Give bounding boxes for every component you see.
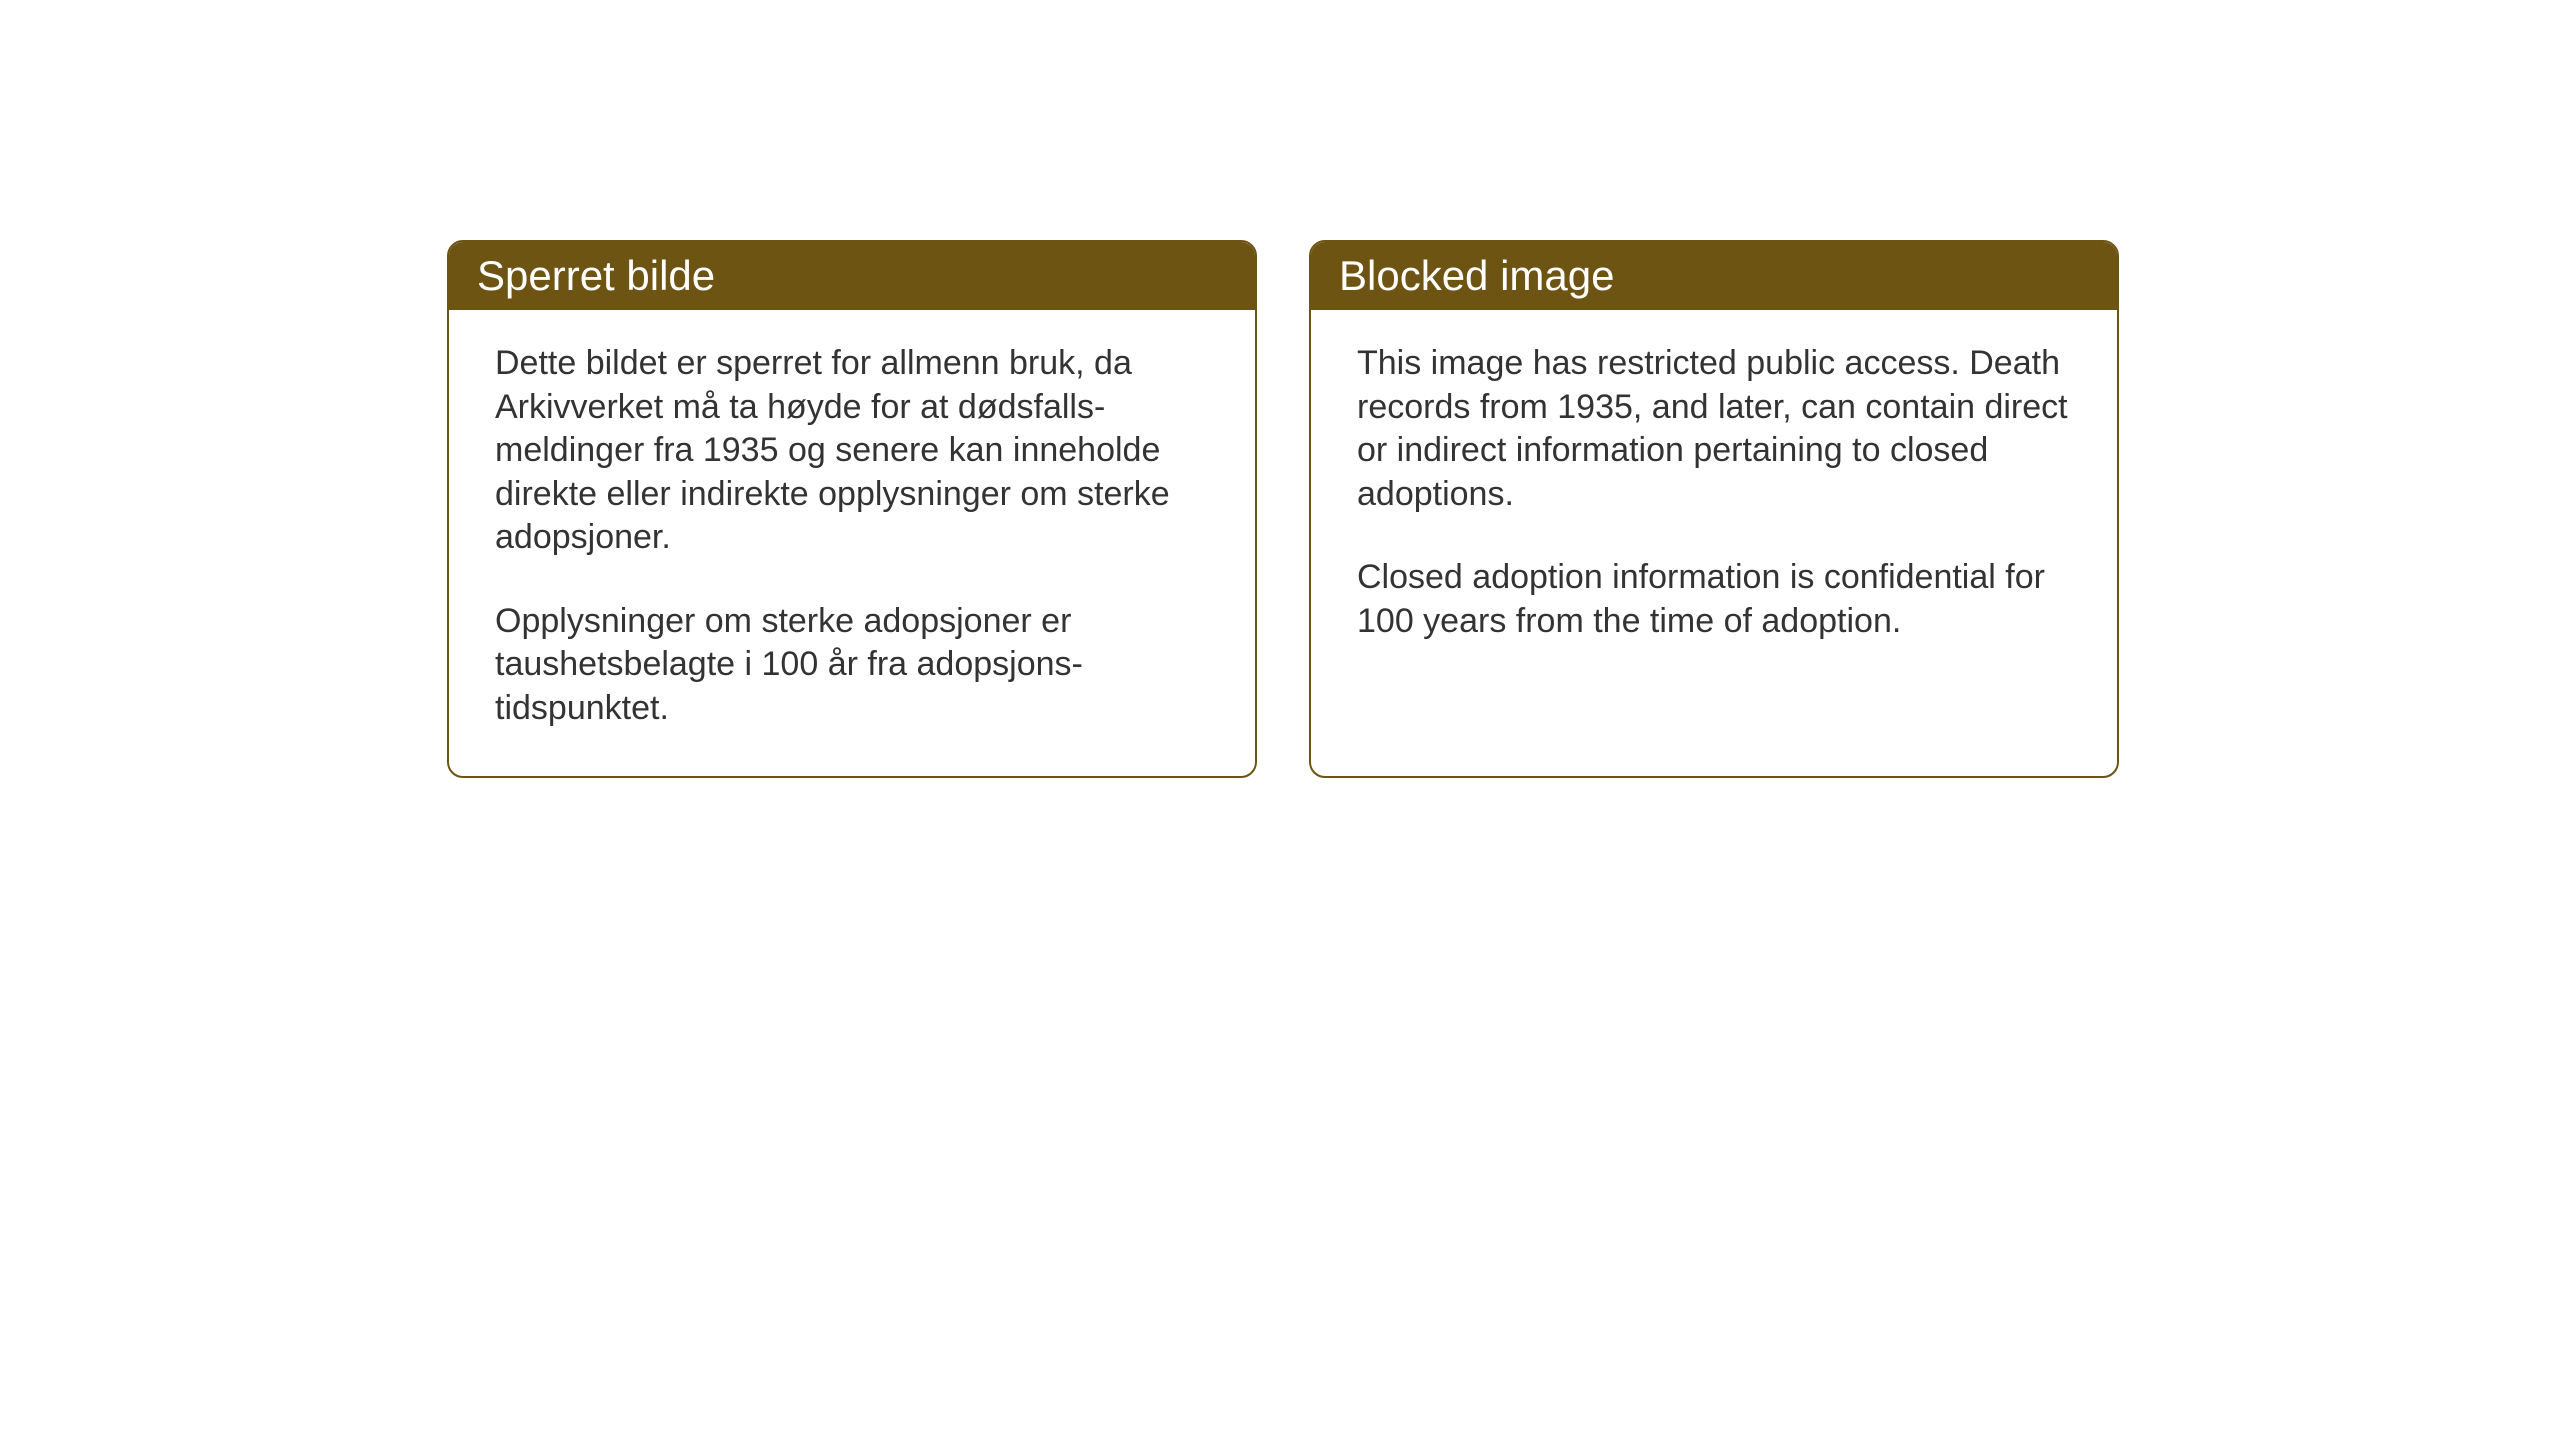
card-english-body: This image has restricted public access.… <box>1311 310 2117 689</box>
card-norwegian-paragraph-1: Dette bildet er sperret for allmenn bruk… <box>495 342 1209 560</box>
card-norwegian-body: Dette bildet er sperret for allmenn bruk… <box>449 310 1255 776</box>
card-english-paragraph-2: Closed adoption information is confident… <box>1357 556 2071 643</box>
card-norwegian-paragraph-2: Opplysninger om sterke adopsjoner er tau… <box>495 600 1209 731</box>
card-english-header: Blocked image <box>1311 242 2117 310</box>
card-norwegian-title: Sperret bilde <box>477 252 715 299</box>
card-english-title: Blocked image <box>1339 252 1614 299</box>
card-english: Blocked image This image has restricted … <box>1309 240 2119 778</box>
card-norwegian-header: Sperret bilde <box>449 242 1255 310</box>
card-english-paragraph-1: This image has restricted public access.… <box>1357 342 2071 516</box>
card-norwegian: Sperret bilde Dette bildet er sperret fo… <box>447 240 1257 778</box>
cards-container: Sperret bilde Dette bildet er sperret fo… <box>447 240 2119 778</box>
